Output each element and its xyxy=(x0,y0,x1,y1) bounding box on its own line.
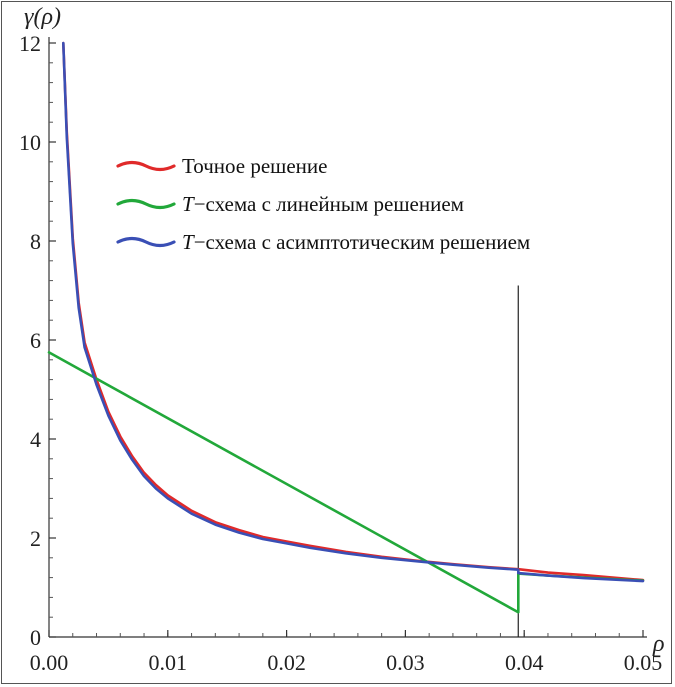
x-tick-label: 0.00 xyxy=(30,650,69,675)
y-tick-label: 2 xyxy=(30,526,41,551)
axes: 0 2 4 6 8 10 12 0.00 0.01 0.02 0.03 0.04 0.05 γ(ρ) ρ xyxy=(19,4,665,675)
legend-swatch-0 xyxy=(116,160,176,172)
legend-swatch-1 xyxy=(116,198,176,210)
legend-label-italic-1: T xyxy=(182,192,195,216)
y-tick-label: 4 xyxy=(30,427,41,452)
legend-label-1: T−схема с линейным решением xyxy=(182,192,464,216)
y-tick-label: 12 xyxy=(19,31,41,56)
x-tick-label: 0.03 xyxy=(386,650,425,675)
legend-label-italic-2: T xyxy=(182,230,195,254)
legend-swatch-2 xyxy=(116,236,176,248)
y-tick-label: 8 xyxy=(30,229,41,254)
curves xyxy=(47,41,645,614)
x-tick-label: 0.05 xyxy=(624,650,663,675)
series-line-0 xyxy=(61,41,645,582)
y-tick-label: 10 xyxy=(19,130,41,155)
legend-label-text-1: −схема с линейным решением xyxy=(194,192,464,216)
legend-label-text-2: −схема с асимптотическим решением xyxy=(194,230,531,254)
legend-label-text-0: Точное решение xyxy=(182,154,327,178)
x-tick-label: 0.01 xyxy=(149,650,188,675)
y-tick-label: 0 xyxy=(30,625,41,650)
x-tick-label: 0.04 xyxy=(505,650,544,675)
legend-label-0: Точное решение xyxy=(182,154,327,178)
y-tick-label: 6 xyxy=(30,328,41,353)
x-tick-label: 0.02 xyxy=(267,650,306,675)
series-line-2 xyxy=(61,41,645,583)
legend-label-2: T−схема с асимптотическим решением xyxy=(182,230,530,254)
x-axis-label: ρ xyxy=(652,631,665,657)
y-axis-label: γ(ρ) xyxy=(24,4,61,30)
